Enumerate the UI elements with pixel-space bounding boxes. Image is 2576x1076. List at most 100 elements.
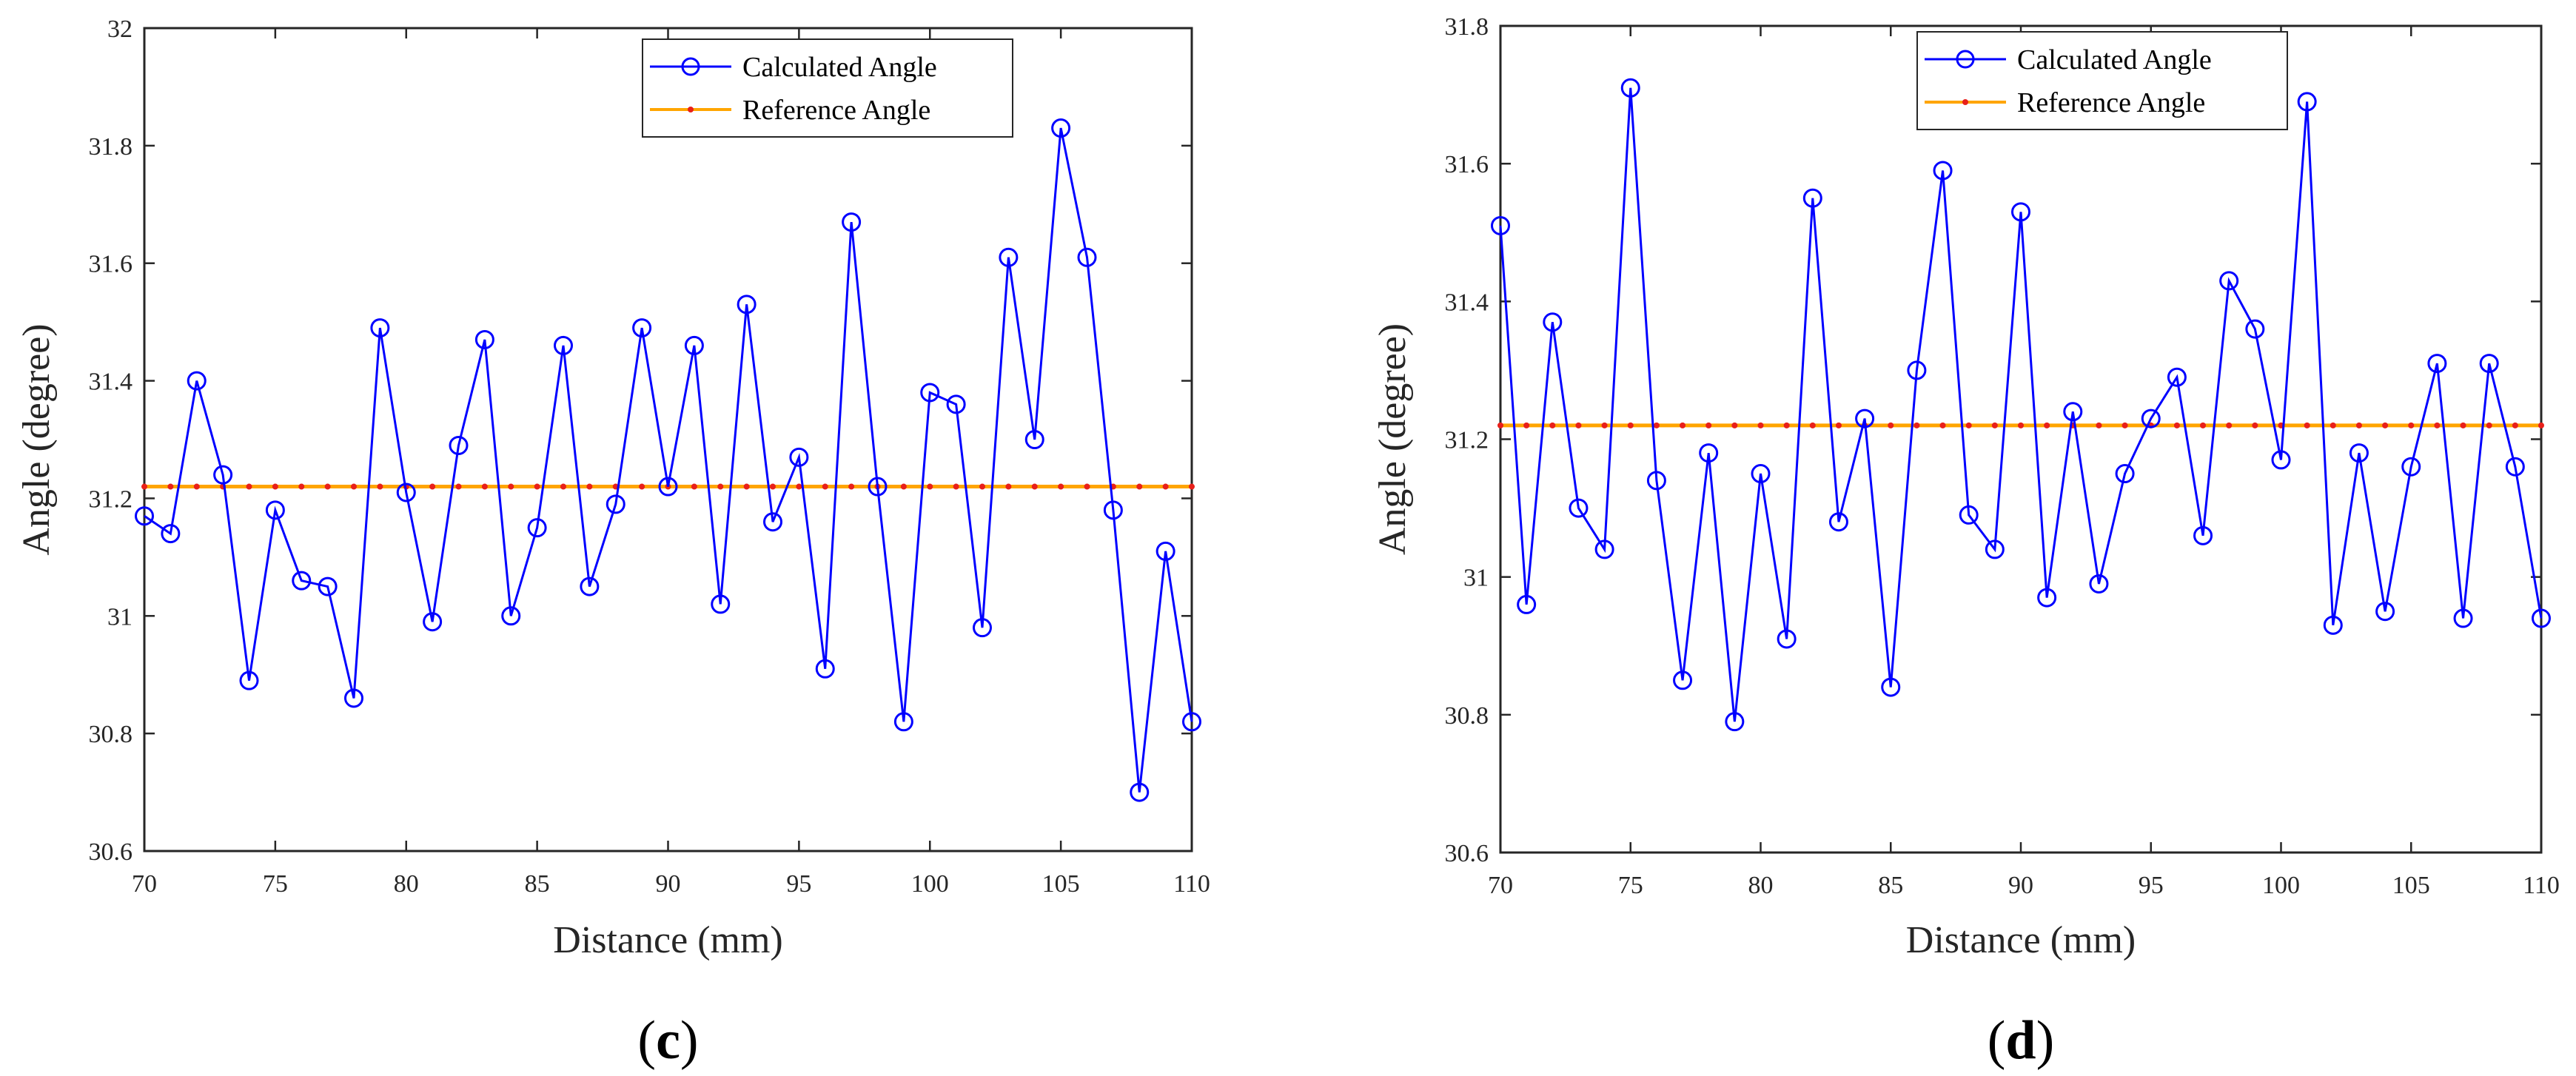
x-tick-label: 70 xyxy=(132,870,157,898)
reference-angle-point xyxy=(822,483,828,490)
legend-calculated-label: Calculated Angle xyxy=(2017,44,2212,75)
reference-angle-point xyxy=(1835,422,1842,428)
panel-label-c: (c) xyxy=(637,1010,698,1071)
reference-angle-point xyxy=(2200,422,2207,428)
reference-angle-point xyxy=(272,483,278,490)
calculated-angle-point xyxy=(763,512,782,532)
x-axis-label: Distance (mm) xyxy=(1906,919,2136,961)
y-tick-label: 31.6 xyxy=(89,251,133,278)
reference-angle-point xyxy=(2460,422,2466,428)
reference-angle-point xyxy=(167,483,174,490)
calculated-angle-point xyxy=(632,318,652,338)
legend: Calculated Angle Reference Angle xyxy=(642,38,1013,138)
calculated-angle-point xyxy=(2037,588,2057,608)
x-tick-label: 85 xyxy=(525,870,550,898)
x-tick-label: 75 xyxy=(1618,872,1643,899)
calculated-angle-point xyxy=(2089,574,2109,594)
calculated-angle-point xyxy=(1699,443,1719,463)
x-tick-label: 105 xyxy=(1042,870,1080,898)
calculated-angle-point xyxy=(842,212,862,232)
reference-angle-point xyxy=(2382,422,2389,428)
calculated-angle-point xyxy=(135,506,154,526)
calculated-angle-point xyxy=(2245,319,2265,339)
y-tick-label: 31.4 xyxy=(89,369,133,396)
x-tick-label: 110 xyxy=(2523,872,2560,899)
reference-angle-point xyxy=(2538,422,2544,428)
x-tick-label: 95 xyxy=(2139,872,2164,899)
reference-angle-point xyxy=(1680,422,1686,428)
calculated-angle-point xyxy=(344,688,363,708)
calculated-angle-point xyxy=(1646,471,1666,491)
calculated-angle-point xyxy=(2297,92,2317,112)
reference-angle-point xyxy=(2330,422,2336,428)
calculated-angle-point xyxy=(1103,500,1123,520)
legend-calculated-label: Calculated Angle xyxy=(742,52,937,83)
calculated-angle-point xyxy=(2323,615,2343,635)
calculated-angle-point xyxy=(423,612,443,632)
calculated-angle-point xyxy=(396,482,416,502)
calculated-angle-point xyxy=(1985,539,2005,559)
x-tick-label: 75 xyxy=(263,870,288,898)
calculated-angle-point xyxy=(2375,602,2395,622)
y-tick-label: 30.6 xyxy=(1445,840,1489,867)
y-tick-label: 31.8 xyxy=(1445,13,1489,41)
reference-angle-point xyxy=(2018,422,2024,428)
calculated-angle-point xyxy=(187,371,207,391)
calculated-angle-point xyxy=(2401,457,2421,477)
y-axis-label: Angle (degree) xyxy=(16,323,58,555)
legend-calculated-marker xyxy=(1956,50,1975,69)
reference-angle-point xyxy=(1939,422,1946,428)
calculated-angle-point xyxy=(893,712,913,732)
calculated-angle-point xyxy=(1024,430,1044,449)
reference-angle-point xyxy=(717,483,724,490)
plot-marks xyxy=(1491,78,2551,732)
calculated-angle-point xyxy=(2453,608,2473,628)
y-tick-label: 31.6 xyxy=(1445,151,1489,178)
reference-angle-point xyxy=(639,483,645,490)
calculated-angle-point xyxy=(2349,443,2369,463)
calculated-angle-point xyxy=(1881,677,1901,697)
y-tick-label: 31.2 xyxy=(1445,427,1489,454)
calculated-angle-point xyxy=(1517,594,1537,614)
reference-angle-point xyxy=(324,483,331,490)
x-tick-label: 90 xyxy=(656,870,681,898)
reference-angle-point xyxy=(246,483,252,490)
calculated-angle-point xyxy=(1491,215,1510,235)
x-tick-label: 85 xyxy=(1878,872,1903,899)
x-tick-label: 80 xyxy=(394,870,419,898)
reference-angle-point xyxy=(1497,422,1503,428)
calculated-angle-point xyxy=(527,518,547,538)
calculated-angle-point xyxy=(265,500,285,520)
calculated-angle-point xyxy=(1182,712,1201,732)
y-tick-label: 31.8 xyxy=(89,133,133,161)
calculated-angle-point xyxy=(946,394,966,414)
x-tick-label: 90 xyxy=(2008,872,2033,899)
reference-angle-point xyxy=(1705,422,1712,428)
reference-angle-point xyxy=(2044,422,2050,428)
reference-angle-point xyxy=(2252,422,2258,428)
calculated-angle-point xyxy=(213,465,233,485)
reference-angle-point xyxy=(351,483,357,490)
calculated-angle-point xyxy=(2505,457,2525,477)
reference-angle-point xyxy=(1136,483,1143,490)
x-axis-ticks: 70 75 80 85 90 95 100 105 110 xyxy=(132,28,1210,898)
plot-area-frame xyxy=(1499,24,2543,854)
reference-angle-point xyxy=(953,483,959,490)
calculated-angle-point xyxy=(1725,712,1745,732)
reference-angle-point xyxy=(1031,483,1038,490)
reference-angle-point xyxy=(2226,422,2233,428)
calculated-angle-point xyxy=(1673,670,1693,690)
calculated-angle-point xyxy=(2115,464,2135,484)
legend: Calculated Angle Reference Angle xyxy=(1916,31,2288,130)
calculated-angle-point xyxy=(1959,505,1979,525)
calculated-angle-point xyxy=(2141,408,2161,428)
calculated-angle-point xyxy=(737,295,757,315)
reference-angle-point xyxy=(1189,483,1195,490)
calculated-angle-point xyxy=(2427,354,2447,374)
calculated-angle-point xyxy=(449,435,469,455)
calculated-angle-point xyxy=(1907,360,1927,380)
reference-angle-point xyxy=(1005,483,1012,490)
reference-angle-point xyxy=(1084,483,1090,490)
calculated-angle-point xyxy=(554,335,573,355)
y-tick-label: 32 xyxy=(107,16,133,43)
